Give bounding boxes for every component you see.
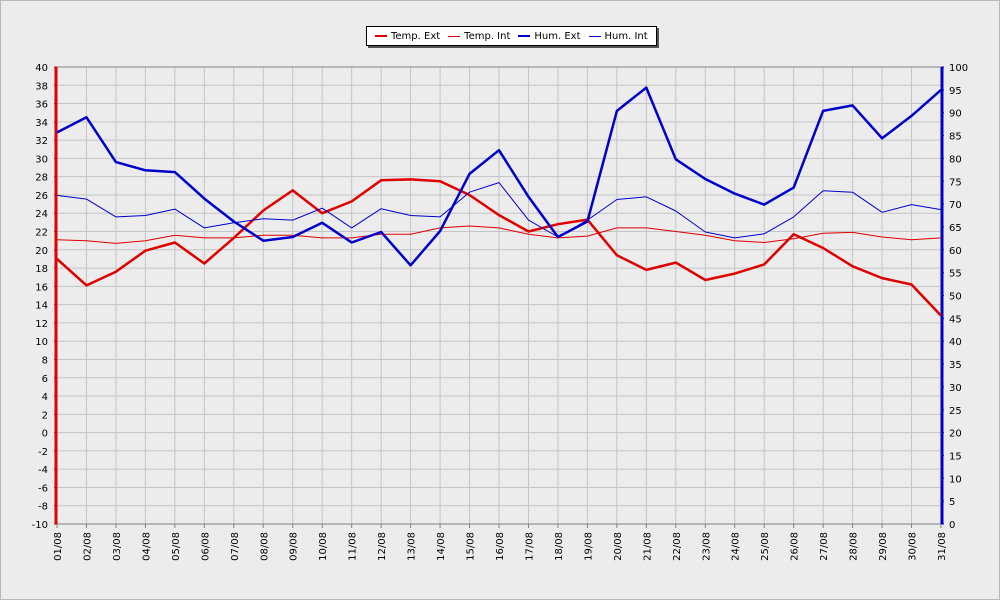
x-tick-label: 22/08 <box>672 532 683 561</box>
x-tick-label: 30/08 <box>908 532 919 561</box>
y-right-tick-label: 95 <box>949 86 962 97</box>
legend-item-temp-int: Temp. Int <box>448 31 510 42</box>
y-left-tick-label: 2 <box>42 410 48 421</box>
legend: Temp. Ext Temp. Int Hum. Ext Hum. Int <box>366 26 657 46</box>
y-right-tick-label: 45 <box>949 314 962 325</box>
x-tick-label: 11/08 <box>348 532 359 561</box>
y-left-tick-label: 16 <box>35 282 48 293</box>
y-left-tick-label: 22 <box>35 228 48 239</box>
y-right-tick-label: 0 <box>949 520 955 531</box>
y-left-tick-label: 38 <box>35 81 48 92</box>
y-right-tick-label: 50 <box>949 292 962 303</box>
y-left-tick-label: -2 <box>38 447 48 458</box>
x-tick-label: 23/08 <box>701 532 712 561</box>
legend-item-hum-ext: Hum. Ext <box>518 30 581 42</box>
y-left-tick-label: 14 <box>35 301 48 312</box>
legend-label: Temp. Int <box>464 30 511 42</box>
x-tick-label: 05/08 <box>171 532 182 561</box>
y-left-tick-label: -6 <box>38 483 48 494</box>
series-line-temp-ext <box>56 178 942 317</box>
y-left-tick-label: 18 <box>35 264 48 275</box>
x-tick-label: 21/08 <box>642 532 653 561</box>
y-left-tick-label: 10 <box>35 337 48 348</box>
y-right-tick-label: 20 <box>949 429 962 440</box>
y-left-tick-label: 24 <box>35 209 48 220</box>
y-left-tick-label: 28 <box>35 173 48 184</box>
legend-swatch <box>375 35 387 37</box>
series-line-hum-int <box>56 182 942 239</box>
x-tick-label: 19/08 <box>583 532 594 561</box>
series-line-hum-ext <box>56 86 942 267</box>
y-left-tick-label: 20 <box>35 246 48 257</box>
x-tick-label: 17/08 <box>524 532 535 561</box>
y-right-tick-label: 15 <box>949 451 962 462</box>
y-left-tick-label: 32 <box>35 136 48 147</box>
x-tick-label: 03/08 <box>112 532 123 561</box>
y-right-tick-label: 70 <box>949 200 962 211</box>
y-left-tick-label: 0 <box>42 429 48 440</box>
y-left-tick-label: 6 <box>42 374 48 385</box>
y-left-tick-label: 34 <box>35 118 48 129</box>
y-left-tick-label: -4 <box>38 465 48 476</box>
y-right-tick-label: 10 <box>949 474 962 485</box>
y-right-tick-label: 5 <box>949 497 955 508</box>
x-tick-label: 29/08 <box>878 532 889 561</box>
y-left-tick-label: 36 <box>35 100 48 111</box>
legend-swatch <box>448 35 461 37</box>
y-left-tick-label: 40 <box>35 63 48 74</box>
y-left-tick-label: -8 <box>38 502 48 513</box>
y-right-tick-label: 30 <box>949 383 962 394</box>
x-tick-label: 27/08 <box>819 532 830 561</box>
y-right-tick-label: 60 <box>949 246 962 257</box>
y-right-tick-label: 55 <box>949 269 962 280</box>
x-tick-label: 12/08 <box>377 532 388 561</box>
legend-label: Hum. Ext <box>534 30 581 42</box>
x-tick-label: 09/08 <box>289 532 300 561</box>
legend-item-hum-int: Hum. Int <box>588 30 648 42</box>
x-tick-label: 14/08 <box>436 532 447 561</box>
legend-item-temp-ext: Temp. Ext <box>375 31 440 42</box>
y-left-tick-label: 4 <box>42 392 48 403</box>
series-line-temp-int <box>56 225 942 244</box>
x-tick-label: 16/08 <box>495 532 506 561</box>
x-tick-label: 26/08 <box>790 532 801 561</box>
x-tick-label: 20/08 <box>613 532 624 561</box>
y-right-tick-label: 100 <box>949 63 968 74</box>
x-tick-label: 15/08 <box>466 532 477 561</box>
y-left-tick-label: 30 <box>35 154 48 165</box>
y-left-tick-label: 26 <box>35 191 48 202</box>
legend-label: Temp. Ext <box>391 30 441 42</box>
y-right-tick-label: 75 <box>949 177 962 188</box>
x-tick-label: 13/08 <box>407 532 418 561</box>
y-right-tick-label: 65 <box>949 223 962 234</box>
x-tick-label: 25/08 <box>760 532 771 561</box>
y-right-tick-label: 80 <box>949 154 962 165</box>
x-tick-label: 28/08 <box>849 532 860 561</box>
y-right-tick-label: 35 <box>949 360 962 371</box>
legend-swatch <box>588 35 601 37</box>
y-left-tick-label: 12 <box>35 319 48 330</box>
x-tick-label: 06/08 <box>200 532 211 561</box>
legend-label: Hum. Int <box>604 30 648 42</box>
y-left-tick-label: -10 <box>32 520 48 531</box>
x-tick-label: 01/08 <box>53 532 64 561</box>
y-right-tick-label: 40 <box>949 337 962 348</box>
x-tick-label: 31/08 <box>937 532 948 561</box>
x-tick-label: 18/08 <box>554 532 565 561</box>
x-tick-label: 07/08 <box>230 532 241 561</box>
y-right-tick-label: 85 <box>949 132 962 143</box>
x-tick-label: 02/08 <box>82 532 93 561</box>
y-right-tick-label: 25 <box>949 406 962 417</box>
y-right-tick-label: 90 <box>949 109 962 120</box>
x-tick-label: 10/08 <box>318 532 329 561</box>
x-tick-label: 24/08 <box>731 532 742 561</box>
legend-swatch <box>518 35 531 37</box>
x-tick-label: 04/08 <box>141 532 152 561</box>
x-tick-label: 08/08 <box>259 532 270 561</box>
y-left-tick-label: 8 <box>42 355 48 366</box>
